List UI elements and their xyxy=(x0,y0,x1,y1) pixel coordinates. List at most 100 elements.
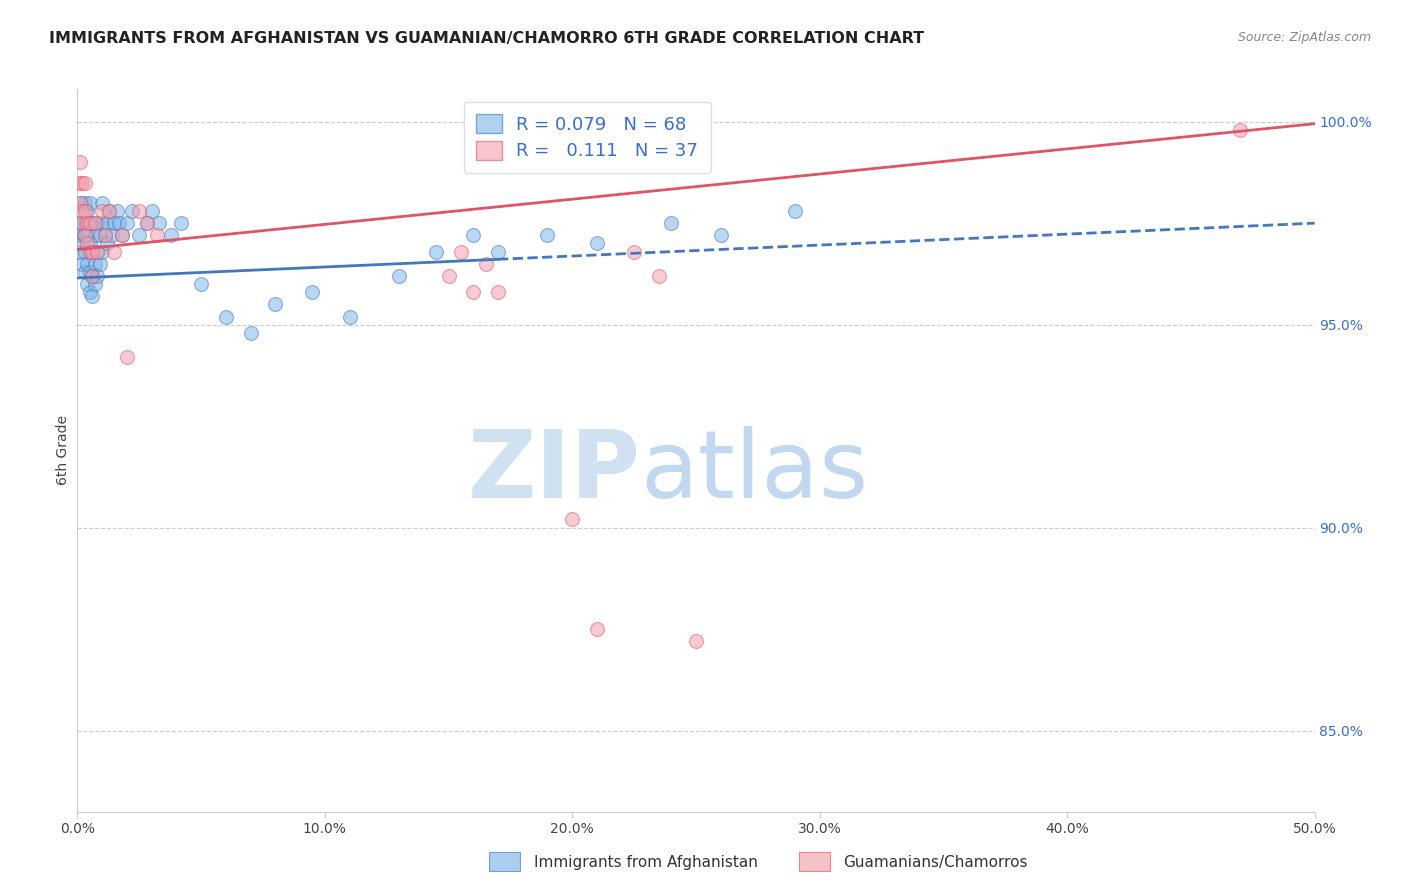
Point xyxy=(96,236,118,251)
Point xyxy=(141,204,163,219)
Point xyxy=(103,244,125,259)
Point xyxy=(73,176,96,190)
Point xyxy=(69,195,91,210)
Point xyxy=(135,216,157,230)
Point xyxy=(474,257,496,271)
Point xyxy=(135,216,157,230)
Point xyxy=(710,228,733,243)
Point xyxy=(105,204,128,219)
Text: ZIP: ZIP xyxy=(467,426,640,518)
Point xyxy=(463,285,485,300)
Point xyxy=(83,228,105,243)
Point xyxy=(76,228,98,243)
Point xyxy=(93,228,115,243)
Text: Immigrants from Afghanistan: Immigrants from Afghanistan xyxy=(534,855,758,870)
Point xyxy=(79,236,101,251)
Point xyxy=(89,257,111,271)
Point xyxy=(79,285,101,300)
Point xyxy=(536,228,558,243)
Point xyxy=(425,244,447,259)
Point xyxy=(83,257,105,271)
Point xyxy=(685,634,707,648)
Text: Source: ZipAtlas.com: Source: ZipAtlas.com xyxy=(1237,31,1371,45)
Text: IMMIGRANTS FROM AFGHANISTAN VS GUAMANIAN/CHAMORRO 6TH GRADE CORRELATION CHART: IMMIGRANTS FROM AFGHANISTAN VS GUAMANIAN… xyxy=(49,31,924,46)
Point xyxy=(190,277,212,291)
Point xyxy=(82,268,104,283)
Point xyxy=(148,216,170,230)
Point xyxy=(91,195,114,210)
Point xyxy=(215,310,238,324)
Point xyxy=(91,204,114,219)
Point xyxy=(486,244,509,259)
Point xyxy=(339,310,361,324)
Point xyxy=(586,622,609,636)
Point xyxy=(170,216,193,230)
Point xyxy=(72,176,94,190)
Point xyxy=(239,326,262,340)
Y-axis label: 6th Grade: 6th Grade xyxy=(56,416,70,485)
Point xyxy=(82,244,104,259)
Point xyxy=(72,257,94,271)
Point xyxy=(79,216,101,230)
Point xyxy=(76,204,98,219)
Point xyxy=(79,265,101,279)
Point xyxy=(76,257,98,271)
Point xyxy=(121,204,143,219)
Legend: R = 0.079   N = 68, R =   0.111   N = 37: R = 0.079 N = 68, R = 0.111 N = 37 xyxy=(464,102,710,173)
Point xyxy=(73,244,96,259)
Point xyxy=(76,216,98,230)
Point xyxy=(1229,123,1251,137)
Point xyxy=(96,216,118,230)
Point xyxy=(91,244,114,259)
Point xyxy=(72,204,94,219)
Point xyxy=(86,268,108,283)
Point xyxy=(72,236,94,251)
Point xyxy=(128,204,150,219)
Point xyxy=(70,216,93,230)
Point xyxy=(73,216,96,230)
Point xyxy=(659,216,682,230)
Text: atlas: atlas xyxy=(640,426,869,518)
Point xyxy=(98,204,121,219)
Point xyxy=(98,204,121,219)
Point xyxy=(623,244,645,259)
Point xyxy=(69,244,91,259)
Point xyxy=(115,216,138,230)
Point xyxy=(463,228,485,243)
Point xyxy=(83,277,105,291)
Point xyxy=(69,216,91,230)
Point xyxy=(72,228,94,243)
Point xyxy=(388,268,411,283)
Point xyxy=(83,216,105,230)
Point xyxy=(450,244,472,259)
Point xyxy=(86,244,108,259)
Point xyxy=(486,285,509,300)
Point xyxy=(73,265,96,279)
Point xyxy=(89,228,111,243)
Point xyxy=(79,244,101,259)
Point xyxy=(69,155,91,169)
Point xyxy=(115,350,138,364)
Point xyxy=(301,285,323,300)
Point xyxy=(82,244,104,259)
Point xyxy=(160,228,183,243)
Point xyxy=(108,216,131,230)
Point xyxy=(67,176,90,190)
Point xyxy=(86,244,108,259)
Point xyxy=(111,228,134,243)
Point xyxy=(145,228,167,243)
Text: Guamanians/Chamorros: Guamanians/Chamorros xyxy=(844,855,1028,870)
Point xyxy=(76,277,98,291)
Point xyxy=(783,204,806,219)
Point xyxy=(86,216,108,230)
Point xyxy=(79,216,101,230)
Point xyxy=(103,216,125,230)
Point xyxy=(82,268,104,283)
Point xyxy=(73,228,96,243)
Point xyxy=(82,216,104,230)
Point xyxy=(264,297,287,311)
Point xyxy=(72,216,94,230)
Point xyxy=(76,236,98,251)
Point xyxy=(101,228,124,243)
Point xyxy=(437,268,460,283)
